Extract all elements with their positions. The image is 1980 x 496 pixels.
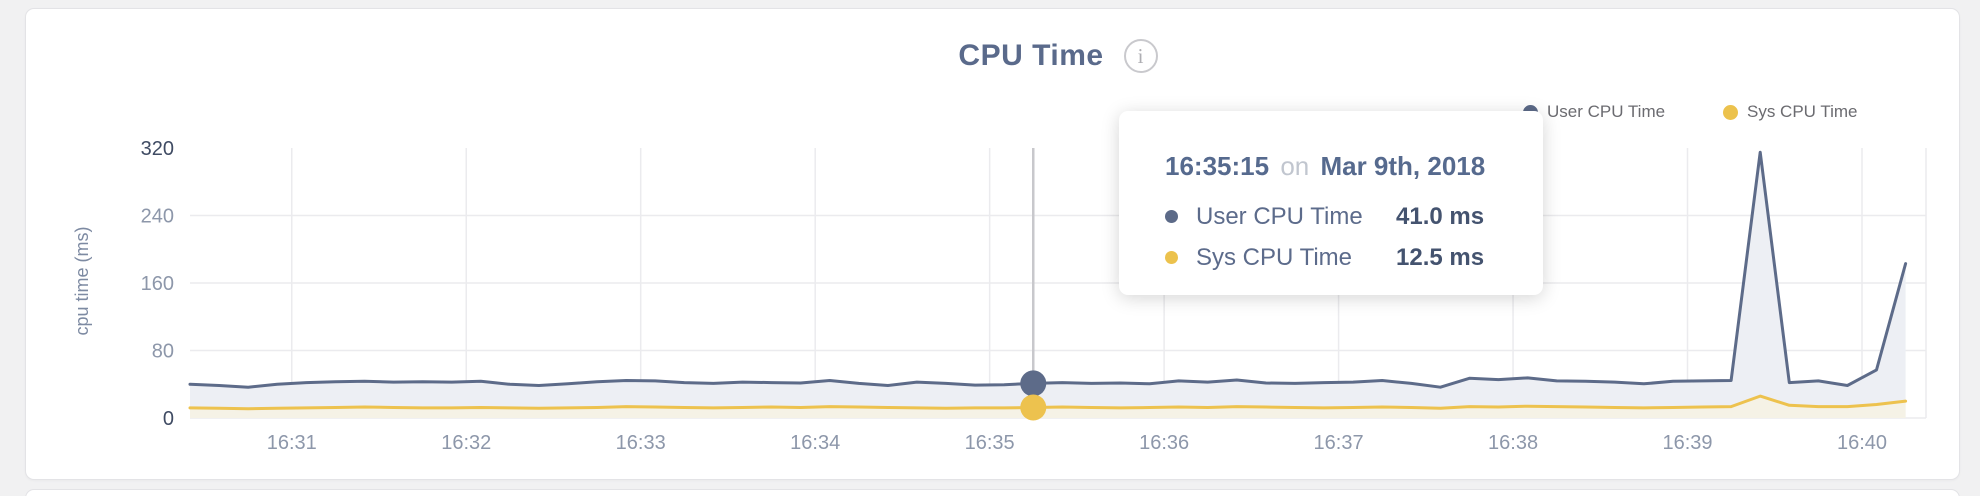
x-tick-label: 16:37 <box>1314 432 1364 454</box>
cpu-time-card: CPU Time i User CPU Time Sys CPU Time 0 8… <box>25 8 1960 480</box>
tooltip-row-user: User CPU Time 41.0 ms <box>1165 196 1543 237</box>
info-icon[interactable]: i <box>1123 39 1158 73</box>
x-tick-label: 16:39 <box>1662 432 1712 454</box>
x-tick-label: 16:34 <box>790 432 840 454</box>
tooltip-dot-user <box>1165 210 1178 223</box>
y-tick-label: 80 <box>152 341 174 363</box>
legend-item-sys-cpu-time[interactable]: Sys CPU Time <box>1723 102 1858 122</box>
y-tick-label: 240 <box>141 206 174 228</box>
x-tick-label: 16:33 <box>616 432 666 454</box>
tooltip-date: Mar 9th, 2018 <box>1320 151 1486 181</box>
legend-dot-sys <box>1723 104 1738 120</box>
legend-label-sys: Sys CPU Time <box>1747 102 1858 121</box>
tooltip-header: 16:35:15 on Mar 9th, 2018 <box>1165 151 1543 182</box>
sys-marker-dot[interactable] <box>1020 394 1047 421</box>
cpu-time-chart[interactable]: 0 80 160 240 320 16:31 16:32 16:33 16:34 16:35 16:… <box>26 9 1980 496</box>
sys-cpu-area <box>190 396 1906 418</box>
user-cpu-area <box>190 152 1906 418</box>
tooltip-value-user: 41.0 ms <box>1396 202 1485 230</box>
user-cpu-line <box>188 150 1908 389</box>
x-tick-label: 16:40 <box>1837 432 1887 454</box>
tooltip-time: 16:35:15 <box>1165 151 1270 181</box>
card-header: CPU Time i <box>190 35 1926 77</box>
y-axis-title: cpu time (ms) <box>72 226 92 335</box>
x-tick-label: 16:38 <box>1488 432 1538 454</box>
tooltip-label-sys: Sys CPU Time <box>1196 243 1353 271</box>
y-tick-label: 0 <box>163 408 174 430</box>
tooltip-row-sys: Sys CPU Time 12.5 ms <box>1165 237 1543 278</box>
info-icon-glyph: i <box>1137 43 1144 68</box>
tooltip-label-user: User CPU Time <box>1196 202 1363 230</box>
x-tick-label: 16:31 <box>267 432 317 454</box>
x-tick-label: 16:32 <box>441 432 491 454</box>
tooltip-dot-sys <box>1165 251 1178 264</box>
chart-tooltip: 16:35:15 on Mar 9th, 2018 User CPU Time … <box>1119 111 1543 295</box>
y-tick-label: 320 <box>141 138 174 160</box>
x-tick-label: 16:35 <box>965 432 1015 454</box>
legend-label-user: User CPU Time <box>1547 102 1666 121</box>
x-tick-label: 16:36 <box>1139 432 1189 454</box>
legend-item-user-cpu-time[interactable]: User CPU Time <box>1523 102 1665 122</box>
y-tick-label: 160 <box>141 273 174 295</box>
tooltip-conjunction: on <box>1280 151 1310 181</box>
sys-cpu-line <box>188 394 1908 411</box>
tooltip-value-sys: 12.5 ms <box>1396 243 1485 271</box>
user-marker-dot[interactable] <box>1020 370 1047 397</box>
chart-title: CPU Time <box>958 39 1104 72</box>
